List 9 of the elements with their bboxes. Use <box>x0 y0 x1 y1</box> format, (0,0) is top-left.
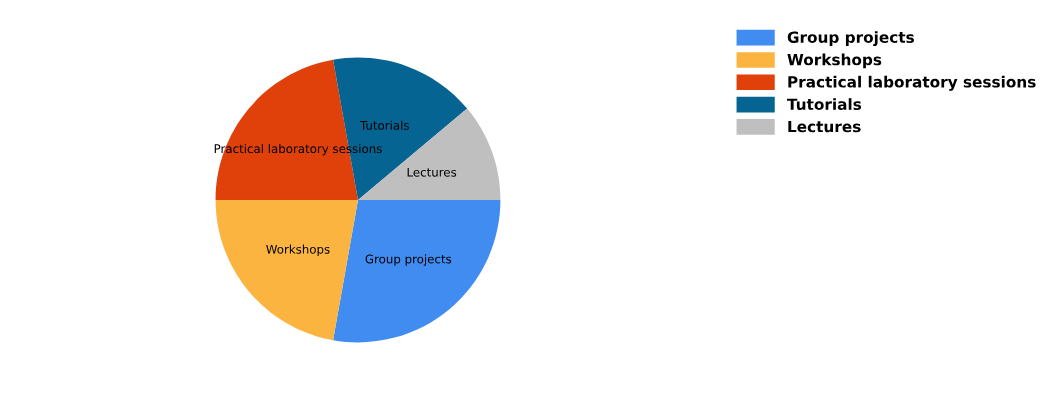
slice-label: Tutorials <box>359 120 409 130</box>
slice-label: Lectures <box>407 167 457 177</box>
slice-label: Workshops <box>266 244 330 257</box>
legend-label: Lectures <box>788 120 861 133</box>
legend-label: Group projects <box>787 31 914 47</box>
legend-label: Tutorials <box>787 98 862 111</box>
slice-label: Group projects <box>365 254 452 266</box>
legend-label: Practical laboratory sessions <box>788 75 1036 91</box>
legend-label: Workshops <box>787 53 882 69</box>
